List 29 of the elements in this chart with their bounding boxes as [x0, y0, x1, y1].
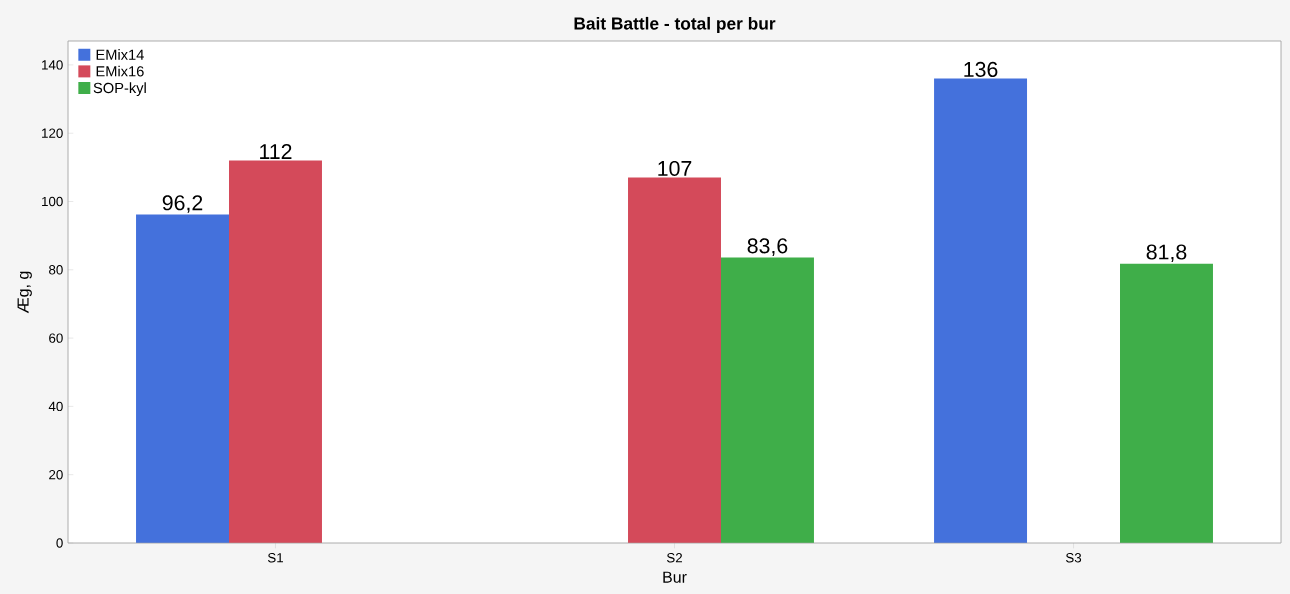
y-tick-label: 40 — [48, 401, 63, 412]
y-tick-label: 100 — [42, 196, 63, 207]
bar — [1120, 263, 1213, 543]
chart-title: Bait Battle - total per bur — [574, 16, 776, 34]
legend-label: SOP-kyl — [93, 82, 146, 97]
x-axis-title: Bur — [663, 571, 687, 583]
y-tick-label: 0 — [56, 538, 63, 548]
y-tick-label: 60 — [49, 333, 63, 343]
y-tick-label: 120 — [42, 128, 63, 138]
data-label: 107 — [658, 160, 692, 176]
data-label: 96,2 — [162, 195, 203, 213]
x-tick-label: S2 — [666, 553, 682, 563]
legend-label: EMix14 — [96, 49, 144, 60]
bar — [229, 160, 322, 543]
bar — [934, 78, 1028, 543]
y-axis-title: Æg, g — [17, 271, 32, 314]
bar — [628, 177, 721, 543]
y-tick-label: 80 — [49, 265, 63, 275]
y-tick-label: 20 — [49, 469, 63, 480]
data-label: 83,6 — [747, 238, 788, 256]
bar — [720, 257, 814, 543]
x-tick-label: S3 — [1065, 553, 1082, 563]
y-tick-label: 140 — [42, 60, 63, 70]
data-label: 81,8 — [1146, 244, 1187, 263]
bar — [136, 214, 230, 543]
x-tick-label: S1 — [267, 553, 284, 563]
legend-label: EMix16 — [96, 65, 144, 77]
data-label: 112 — [260, 144, 292, 159]
data-label: 136 — [964, 61, 998, 77]
